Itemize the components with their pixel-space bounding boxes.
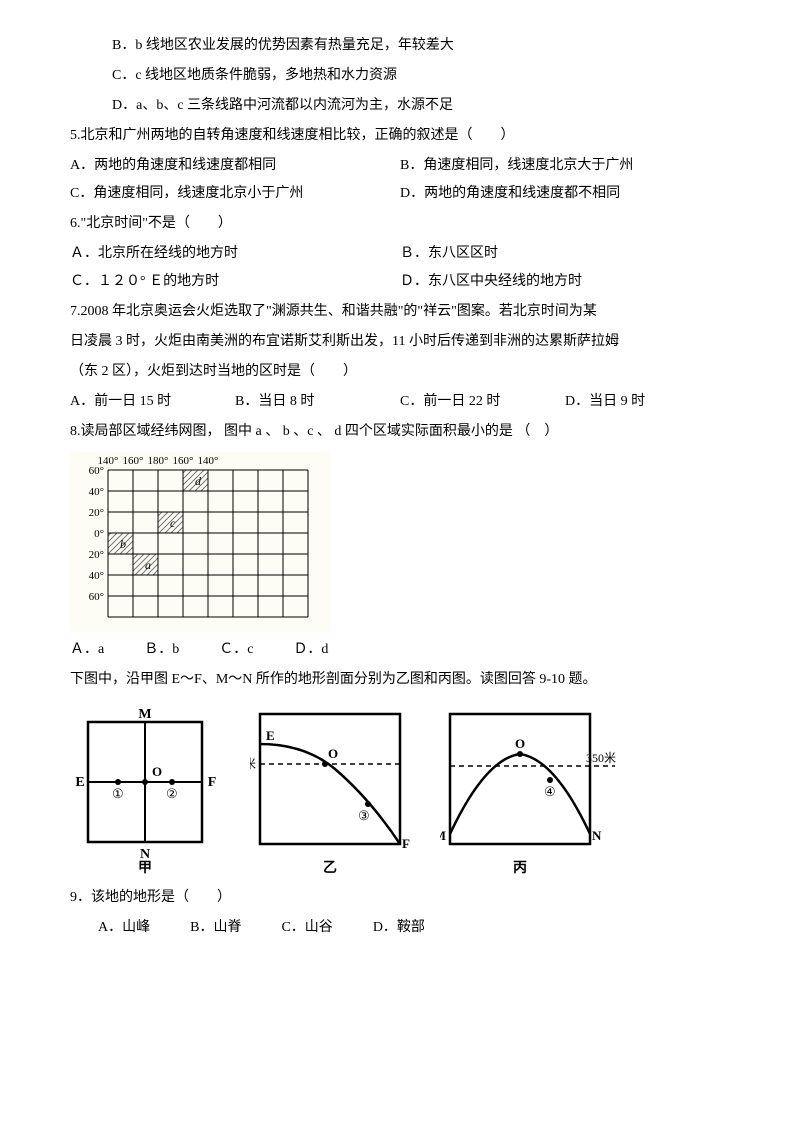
partial-options: B．b 线地区农业发展的优势因素有热量充足，年较差大 C．c 线地区地质条件脆弱… xyxy=(70,32,730,120)
fig-9-10: M N E F O ① ② 甲 E O ③ F 乙 350米 O M N ④ 3… xyxy=(70,704,730,874)
q7-stem3: （东 2 区），火炬到达时当地的区时是（ ） xyxy=(70,358,730,386)
svg-text:O: O xyxy=(515,736,525,751)
q6-a: Ａ．北京所在经线的地方时 xyxy=(70,240,400,268)
q9-opts: A．山峰 B．山脊 C．山谷 D．鞍部 xyxy=(70,914,730,942)
intro-9-10: 下图中，沿甲图 E～F、M～N 所作的地形剖面分别为乙图和丙图。读图回答 9-1… xyxy=(70,666,730,694)
q6-stem: 6."北京时间"不是（ ） xyxy=(70,210,730,238)
svg-text:③: ③ xyxy=(358,808,370,823)
q5-opts-row1: A．两地的角速度和线速度都相同 B．角速度相同，线速度北京大于广州 xyxy=(70,152,730,180)
grid-label-d: d xyxy=(195,474,202,488)
q8-figure: a b c d 60° 40° 20° 0° 20° 40° 60° 140° … xyxy=(70,452,730,632)
svg-text:N: N xyxy=(140,847,150,862)
svg-text:O: O xyxy=(328,746,338,761)
q6-b: Ｂ．东八区区时 xyxy=(400,240,730,268)
q6-opts-row1: Ａ．北京所在经线的地方时 Ｂ．东八区区时 xyxy=(70,240,730,268)
q8-c: Ｃ．c xyxy=(219,636,253,664)
svg-text:60°: 60° xyxy=(89,591,104,603)
opt-b: B．b 线地区农业发展的优势因素有热量充足，年较差大 xyxy=(112,32,730,60)
q7-opts: A．前一日 15 时 B．当日 8 时 C．前一日 22 时 D．当日 9 时 xyxy=(70,388,730,416)
q7-stem1: 7.2008 年北京奥运会火炬选取了"渊源共生、和谐共融"的"祥云"图案。若北京… xyxy=(70,298,730,326)
q9-d: D．鞍部 xyxy=(373,914,425,942)
q7-c: C．前一日 22 时 xyxy=(400,388,565,416)
svg-text:160°: 160° xyxy=(123,455,144,467)
q7-a: A．前一日 15 时 xyxy=(70,388,235,416)
svg-text:④: ④ xyxy=(544,784,556,799)
svg-text:350米: 350米 xyxy=(586,751,616,765)
opt-c: C．c 线地区地质条件脆弱，多地热和水力资源 xyxy=(112,62,730,90)
q6-opts-row2: Ｃ．１２０° Ｅ的地方时 Ｄ．东八区中央经线的地方时 xyxy=(70,268,730,296)
svg-text:丙: 丙 xyxy=(513,860,527,874)
grid-label-c: c xyxy=(170,516,176,530)
opt-d: D．a、b、c 三条线路中河流都以内流河为主，水源不足 xyxy=(112,92,730,120)
svg-text:20°: 20° xyxy=(89,507,104,519)
q8-opts: Ａ．a Ｂ．b Ｃ．c Ｄ．d xyxy=(70,636,730,664)
svg-text:①: ① xyxy=(112,786,124,801)
q8-a: Ａ．a xyxy=(70,636,104,664)
svg-text:乙: 乙 xyxy=(323,860,337,874)
q5-stem: 5.北京和广州两地的自转角速度和线速度相比较，正确的叙述是（ ） xyxy=(70,122,730,150)
q5-b: B．角速度相同，线速度北京大于广州 xyxy=(400,152,730,180)
q5-c: C．角速度相同，线速度北京小于广州 xyxy=(70,180,400,208)
q5-opts-row2: C．角速度相同，线速度北京小于广州 D．两地的角速度和线速度都不相同 xyxy=(70,180,730,208)
q9-c: C．山谷 xyxy=(281,914,332,942)
svg-text:40°: 40° xyxy=(89,486,104,498)
fig-bing: O M N ④ 350米 丙 xyxy=(440,704,620,874)
svg-text:E: E xyxy=(266,728,275,743)
q7-b: B．当日 8 时 xyxy=(235,388,400,416)
svg-text:180°: 180° xyxy=(148,455,169,467)
q8-b: Ｂ．b xyxy=(144,636,179,664)
svg-text:350米: 350米 xyxy=(250,757,256,771)
svg-text:M: M xyxy=(138,707,151,722)
svg-text:140°: 140° xyxy=(98,455,119,467)
q9-a: A．山峰 xyxy=(98,914,150,942)
q7-stem2: 日凌晨 3 时，火炬由南美洲的布宜诺斯艾利斯出发，11 小时后传递到非洲的达累斯… xyxy=(70,328,730,356)
svg-text:O: O xyxy=(152,764,162,779)
fig-yi: E O ③ F 乙 350米 xyxy=(250,704,410,874)
q6-d: Ｄ．东八区中央经线的地方时 xyxy=(400,268,730,296)
svg-text:F: F xyxy=(208,775,217,790)
fig-jia: M N E F O ① ② 甲 xyxy=(70,704,220,874)
svg-text:20°: 20° xyxy=(89,549,104,561)
q6-c: Ｃ．１２０° Ｅ的地方时 xyxy=(70,268,400,296)
lon-labels: 140° 160° 180° 160° 140° xyxy=(98,455,219,467)
q8-stem: 8.读局部区域经纬网图， 图中 a 、 b 、c 、 d 四个区域实际面积最小的… xyxy=(70,418,730,446)
svg-text:F: F xyxy=(402,836,410,851)
svg-text:160°: 160° xyxy=(173,455,194,467)
svg-text:E: E xyxy=(75,775,84,790)
svg-text:N: N xyxy=(592,828,602,843)
q9-stem: 9．该地的地形是（ ） xyxy=(70,884,730,912)
q5-d: D．两地的角速度和线速度都不相同 xyxy=(400,180,730,208)
grid-label-b: b xyxy=(120,537,126,551)
q7-d: D．当日 9 时 xyxy=(565,388,730,416)
svg-text:甲: 甲 xyxy=(138,860,152,874)
svg-text:40°: 40° xyxy=(89,570,104,582)
svg-text:0°: 0° xyxy=(94,528,104,540)
q8-d: Ｄ．d xyxy=(293,636,328,664)
q5-a: A．两地的角速度和线速度都相同 xyxy=(70,152,400,180)
svg-text:M: M xyxy=(440,828,446,843)
grid-label-a: a xyxy=(145,558,151,572)
svg-text:②: ② xyxy=(166,786,178,801)
q9-b: B．山脊 xyxy=(190,914,241,942)
svg-text:140°: 140° xyxy=(198,455,219,467)
